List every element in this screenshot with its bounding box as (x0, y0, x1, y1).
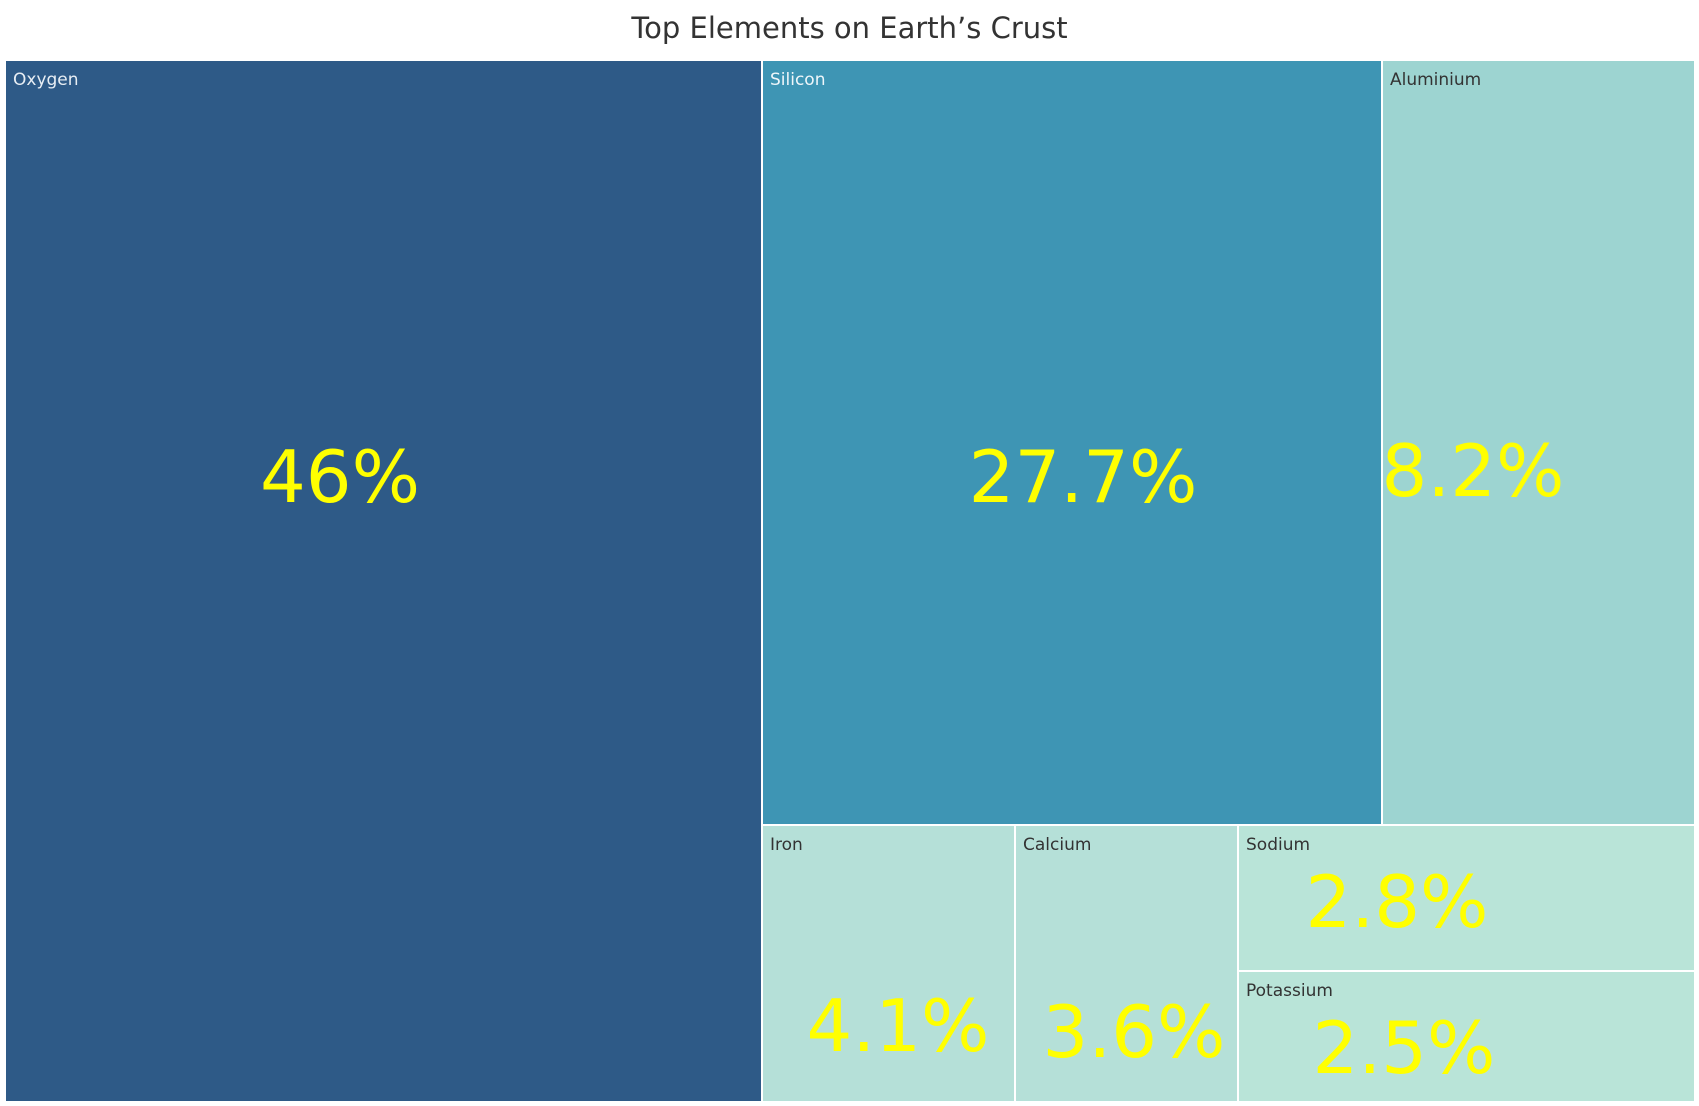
tile-name-sodium: Sodium (1246, 835, 1311, 855)
tile-calcium: Calcium 3.6% (1015, 825, 1238, 1102)
tile-name-iron: Iron (770, 835, 803, 855)
tile-value-calcium: 3.6% (1042, 990, 1226, 1074)
tile-name-aluminium: Aluminium (1390, 70, 1482, 90)
tile-name-oxygen: Oxygen (13, 70, 79, 90)
tile-aluminium: Aluminium 8.2% (1382, 60, 1695, 825)
tile-sodium: Sodium 2.8% (1238, 825, 1695, 971)
tile-silicon: Silicon 27.7% (762, 60, 1382, 825)
tile-value-sodium: 2.8% (1305, 860, 1489, 944)
tile-value-aluminium: 8.2% (1382, 429, 1565, 513)
tile-oxygen: Oxygen 46% (5, 60, 762, 1102)
tile-value-potassium: 2.5% (1312, 1006, 1496, 1090)
chart-title: Top Elements on Earth’s Crust (631, 11, 1068, 45)
tile-value-oxygen: 46% (259, 435, 421, 519)
tile-potassium: Potassium 2.5% (1238, 971, 1695, 1102)
tile-name-calcium: Calcium (1023, 835, 1092, 855)
tile-iron: Iron 4.1% (762, 825, 1015, 1102)
tile-name-silicon: Silicon (770, 70, 826, 90)
tile-name-potassium: Potassium (1246, 981, 1333, 1001)
tile-value-iron: 4.1% (806, 984, 990, 1068)
treemap: Oxygen 46% Silicon 27.7% Aluminium 8.2% Iron 4.… (5, 60, 1695, 1102)
tile-value-silicon: 27.7% (968, 435, 1198, 519)
